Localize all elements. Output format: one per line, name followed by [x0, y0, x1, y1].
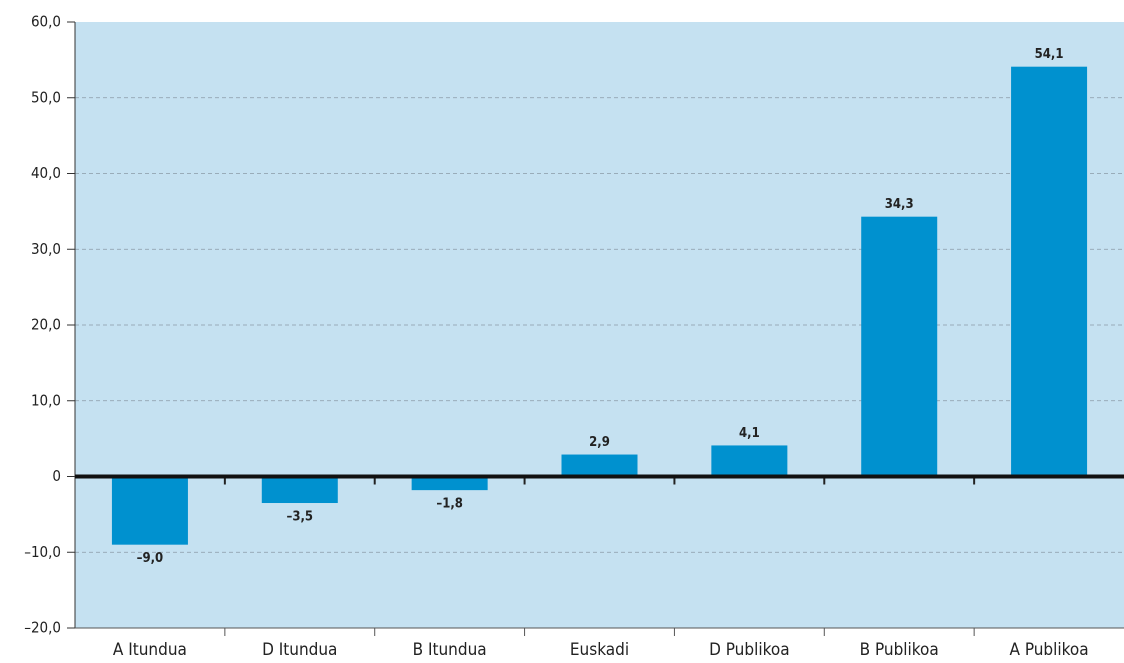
bar: [411, 476, 488, 491]
x-tick-label: Euskadi: [570, 640, 629, 660]
value-label: –1,8: [436, 497, 463, 512]
y-tick-label: 50,0: [31, 88, 61, 106]
value-label: 54,1: [1035, 47, 1064, 62]
bar: [111, 476, 188, 545]
x-tick-label: A Itundua: [113, 640, 187, 660]
x-tick-label: B Itundua: [413, 640, 487, 660]
value-label: –3,5: [286, 510, 313, 525]
y-tick-label: 0: [52, 467, 61, 485]
y-tick-label: –10,0: [24, 543, 61, 561]
y-tick-label: 40,0: [31, 164, 61, 182]
x-tick-label: D Itundua: [262, 640, 337, 660]
value-label: 2,9: [589, 435, 610, 450]
value-label: –9,0: [137, 551, 164, 566]
plot-area: [75, 22, 1124, 628]
bar: [1011, 66, 1088, 477]
bar: [711, 445, 788, 477]
bar: [861, 216, 938, 477]
bar: [561, 454, 638, 477]
y-tick-label: 10,0: [31, 391, 61, 409]
value-label: 34,3: [885, 197, 914, 212]
bar: [261, 476, 338, 504]
y-tick-label: 60,0: [31, 13, 61, 31]
x-tick-label: B Publikoa: [860, 640, 939, 660]
value-label: 4,1: [739, 426, 760, 441]
x-tick-label: D Publikoa: [709, 640, 789, 660]
x-tick-label: A Publikoa: [1010, 640, 1089, 660]
y-tick-label: 30,0: [31, 240, 61, 258]
y-tick-label: –20,0: [24, 619, 61, 637]
y-tick-label: 20,0: [31, 316, 61, 334]
